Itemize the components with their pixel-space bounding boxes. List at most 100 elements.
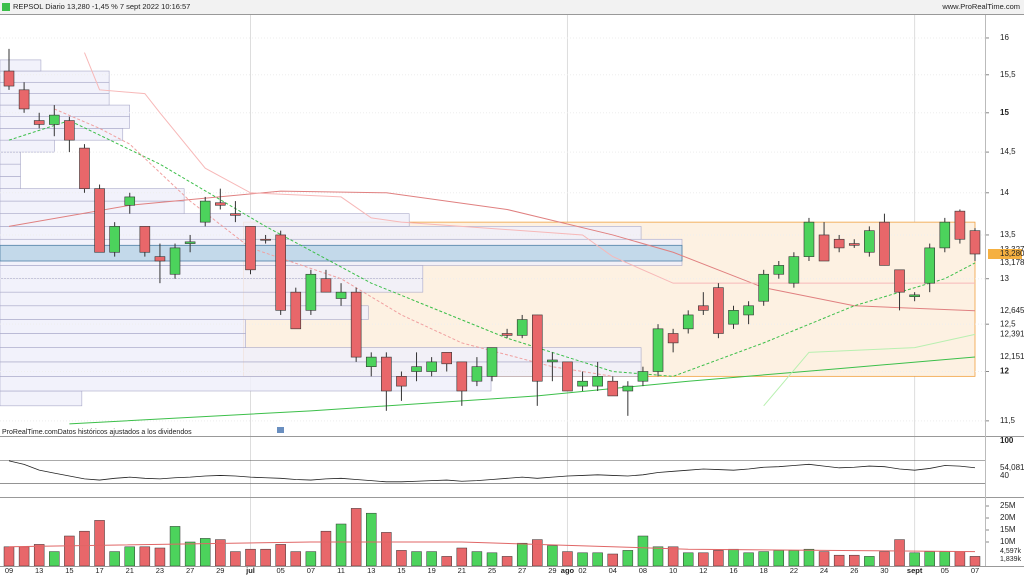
volume-profile-bar	[0, 265, 424, 280]
volume-profile-bar	[0, 151, 21, 165]
candle-body	[3, 70, 15, 87]
volume-bar	[547, 545, 558, 567]
x-tick-label: 29	[548, 566, 556, 575]
volume-bar	[411, 551, 422, 567]
candle-body	[320, 278, 332, 293]
candle-body	[365, 356, 377, 367]
candle-body	[562, 361, 573, 392]
candle-body	[532, 314, 543, 382]
candle-body	[471, 366, 483, 382]
volume-bar	[501, 556, 513, 567]
volume-bar	[275, 544, 286, 567]
candle-body	[698, 305, 709, 311]
x-tick-label: 13	[367, 566, 375, 575]
candle-body	[33, 120, 45, 125]
price-label: 12,151	[1000, 352, 1024, 361]
candle-body	[94, 188, 105, 253]
volume-bar	[954, 551, 966, 567]
x-tick-label: 09	[5, 566, 13, 575]
volume-profile-bar	[0, 163, 21, 177]
volume-bar	[290, 551, 302, 567]
volume-bar	[728, 548, 739, 567]
volume-bar	[49, 551, 60, 567]
volume-bar	[64, 535, 75, 567]
candle-body	[924, 247, 935, 284]
candle-body	[969, 230, 981, 255]
candle-body	[184, 241, 196, 244]
volume-profile-bar	[0, 333, 246, 348]
volume-bar	[320, 530, 332, 567]
candle-body	[350, 291, 362, 358]
volume-bar	[909, 552, 920, 567]
y-tick-label: 40	[1000, 471, 1009, 480]
candle-body	[275, 234, 286, 311]
volume-average	[8, 541, 976, 553]
x-tick-label: 04	[609, 566, 617, 575]
volume-bar	[562, 551, 573, 567]
y-tick-label: 100	[1000, 436, 1014, 445]
candle-body	[743, 305, 754, 316]
volume-bar	[486, 552, 498, 567]
indicator-line	[763, 333, 976, 407]
candle-body	[154, 256, 166, 262]
volume-bar	[713, 550, 724, 567]
volume-bar	[969, 556, 981, 567]
x-tick-label: ago	[561, 566, 575, 575]
x-tick-label: jul	[245, 566, 255, 575]
x-tick-label: 29	[216, 566, 224, 575]
oscillator-line	[8, 460, 976, 483]
y-tick-label: 20M	[1000, 513, 1016, 522]
x-tick-label: 02	[578, 566, 586, 575]
volume-bar	[18, 546, 30, 567]
candle-body	[879, 221, 890, 266]
x-tick-label: 19	[427, 566, 435, 575]
candle-body	[456, 361, 468, 392]
volume-bar	[94, 520, 105, 567]
volume-bar	[230, 551, 241, 567]
x-tick-label: 05	[277, 566, 285, 575]
price-label: 12,391	[1000, 329, 1024, 338]
volume-bar	[894, 539, 905, 567]
volume-profile-bar	[0, 70, 110, 83]
x-tick-label: 11	[337, 566, 345, 575]
volume-bar	[803, 548, 815, 567]
x-tick-label: 18	[760, 566, 768, 575]
candle-body	[773, 265, 785, 275]
volume-bar	[607, 553, 618, 567]
volume-bar	[592, 552, 603, 567]
candle-body	[441, 352, 452, 365]
indicator-line	[84, 52, 975, 284]
x-tick-label: 07	[971, 566, 979, 575]
candle-body	[713, 287, 724, 334]
y-tick-label: 25M	[1000, 501, 1016, 510]
candle-body	[230, 213, 241, 216]
volume-bar	[652, 546, 664, 567]
plot-layer: 11,5 12 12,5 13 13,5 14 14,5 15 15,5 16 100 4054,08…	[0, 15, 1024, 575]
volume-profile-bar	[0, 361, 642, 377]
x-tick-label: 07	[307, 566, 315, 575]
last-value-label: 54,081	[1000, 463, 1024, 472]
candle-body	[607, 380, 619, 397]
candle-body	[788, 256, 800, 284]
candle-body	[199, 200, 211, 223]
x-tick-label: sept	[907, 566, 923, 575]
volume-bar	[833, 554, 845, 567]
volume-bar	[199, 538, 211, 567]
y-tick-label: 11,5	[1000, 416, 1016, 425]
volume-bar	[698, 552, 709, 567]
volume-bar	[818, 551, 830, 567]
candle-body	[909, 294, 920, 297]
x-tick-label: 17	[95, 566, 103, 575]
volume-bar	[879, 551, 890, 567]
candle-body	[305, 273, 317, 311]
header-site: www.ProRealTime.com	[941, 2, 1020, 11]
candle-body	[381, 356, 392, 392]
candle-body	[728, 310, 739, 325]
x-tick-label: 13	[35, 566, 43, 575]
volume-bar	[79, 530, 90, 567]
volume-bar	[667, 546, 679, 567]
y-tick-label: 10M	[1000, 537, 1016, 546]
candle-body	[396, 376, 407, 387]
volume-profile-bar	[0, 390, 83, 407]
